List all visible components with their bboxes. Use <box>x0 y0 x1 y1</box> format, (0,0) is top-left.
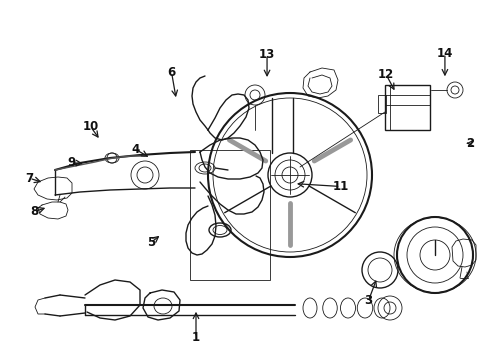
Bar <box>385 85 430 130</box>
Text: 11: 11 <box>332 180 349 193</box>
Text: 3: 3 <box>365 294 372 307</box>
Text: 13: 13 <box>259 48 275 61</box>
Bar <box>190 150 270 280</box>
Text: 4: 4 <box>132 143 140 156</box>
Text: 14: 14 <box>437 47 453 60</box>
Text: 7: 7 <box>25 172 33 185</box>
Text: 12: 12 <box>378 68 394 81</box>
Text: 9: 9 <box>67 156 75 169</box>
Text: 1: 1 <box>192 331 200 344</box>
Text: 5: 5 <box>147 236 155 249</box>
Text: 6: 6 <box>168 66 175 78</box>
Bar <box>378 95 386 113</box>
Text: 8: 8 <box>30 205 38 218</box>
Text: 2: 2 <box>466 137 474 150</box>
Text: 10: 10 <box>82 120 99 133</box>
